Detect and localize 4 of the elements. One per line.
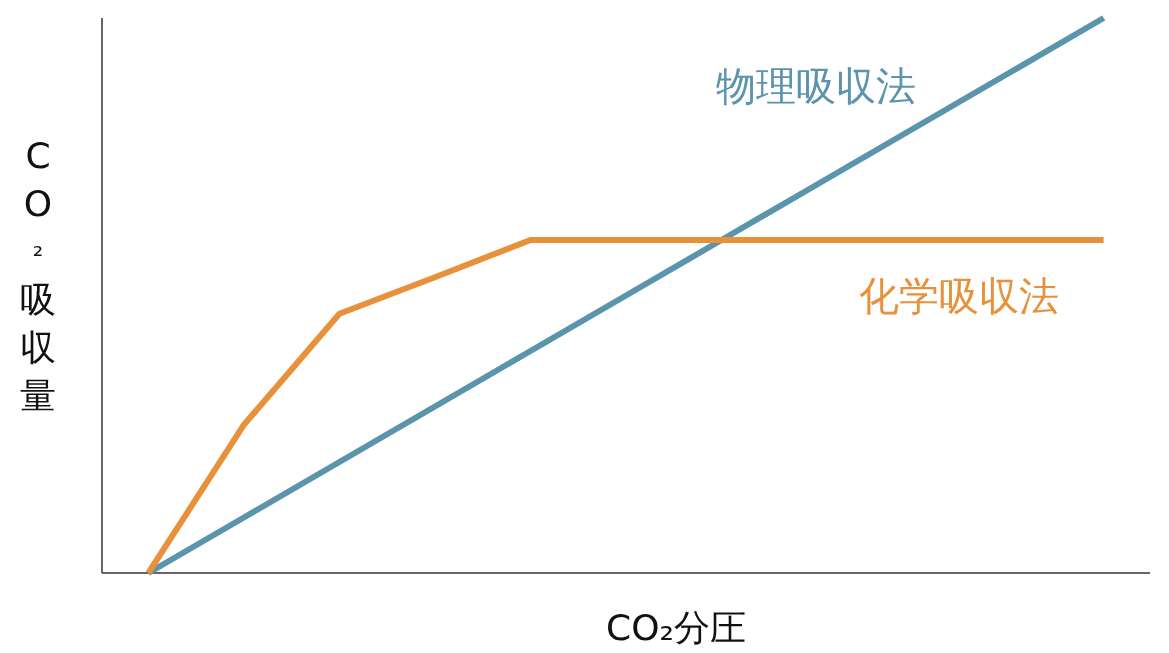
series-label: 化学吸収法: [858, 273, 1059, 319]
x-axis-title: CO₂分圧: [606, 607, 746, 648]
y-axis-title: CO₂吸収量: [20, 135, 56, 416]
series-label: 物理吸収法: [715, 63, 916, 109]
